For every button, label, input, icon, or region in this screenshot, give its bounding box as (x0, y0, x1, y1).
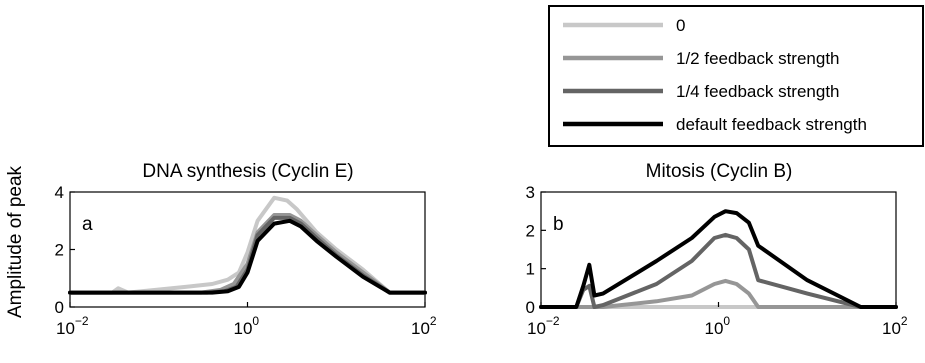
panel-b-ytick-label-2: 2 (526, 221, 535, 240)
panel-b-plot-area (540, 191, 897, 308)
panel-a-series-layer (68, 195, 427, 295)
panel-a-xtick-label-2: 102 (411, 314, 437, 338)
panel-b-ytick-label-3: 3 (526, 183, 535, 202)
legend: 0 1/2 feedback strength 1/4 feedback stren… (548, 5, 924, 147)
panel-a-xtick-label-0: 10−2 (56, 314, 89, 338)
legend-label-2: 1/4 feedback strength (676, 82, 840, 101)
panel-b-series-3 (539, 209, 898, 309)
panel-b-series-2 (539, 232, 898, 309)
panel-a-title: DNA synthesis (Cyclin E) (142, 161, 353, 182)
y-axis-label: Amplitude of peak (5, 165, 26, 318)
panel-b-xtick-label-1: 100 (705, 314, 731, 338)
legend-label-0: 0 (676, 16, 685, 35)
panel-a-xtick-label-1: 100 (234, 314, 260, 338)
panel-b-ytick-label-0: 0 (526, 298, 535, 317)
panel-b-xtick-label-2: 102 (882, 314, 908, 338)
panel-a-ytick-label-0: 0 (55, 298, 64, 317)
panel-a-ytick-label-2: 4 (55, 183, 64, 202)
panel-b-label: b (553, 214, 564, 235)
panel-b-ytick-label-1: 1 (526, 260, 535, 279)
panel-a-dna-synthesis: DNA synthesis (Cyclin E) 0 2 4 10−2 100 102 a (55, 161, 437, 338)
panel-a-ytick-label-1: 2 (55, 241, 64, 260)
panel-b-mitosis: Mitosis (Cyclin B) 0 1 2 3 10−2 100 102 b (526, 161, 908, 338)
panel-a-series-3 (68, 218, 427, 295)
panel-b-series-1 (539, 278, 898, 309)
panel-b-xtick-label-0: 10−2 (527, 314, 560, 338)
panel-b-title: Mitosis (Cyclin B) (646, 161, 793, 182)
panel-b-tick-layer: 0 1 2 3 10−2 100 102 (526, 183, 908, 338)
legend-label-1: 1/2 feedback strength (676, 49, 840, 68)
legend-label-3: default feedback strength (676, 115, 867, 134)
panel-a-label: a (82, 214, 93, 235)
